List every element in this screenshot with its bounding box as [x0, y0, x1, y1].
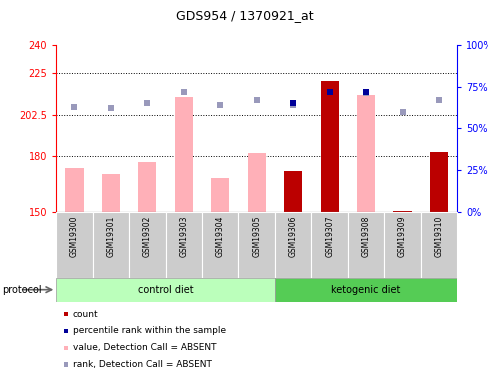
Bar: [320, 81, 338, 212]
Bar: [102, 174, 120, 212]
Text: GDS954 / 1370921_at: GDS954 / 1370921_at: [175, 9, 313, 22]
Bar: [274, 278, 456, 302]
Bar: [238, 212, 274, 278]
Text: ketogenic diet: ketogenic diet: [331, 285, 400, 295]
Bar: [138, 162, 156, 212]
Text: GSM19302: GSM19302: [142, 215, 152, 256]
Text: GSM19303: GSM19303: [179, 215, 188, 256]
Bar: [56, 278, 274, 302]
Text: GSM19308: GSM19308: [361, 215, 370, 256]
Bar: [274, 212, 311, 278]
Bar: [65, 168, 83, 212]
Text: GSM19309: GSM19309: [397, 215, 406, 256]
Text: GSM19310: GSM19310: [434, 215, 443, 256]
Text: GSM19306: GSM19306: [288, 215, 297, 256]
Text: GSM19305: GSM19305: [252, 215, 261, 256]
Bar: [202, 212, 238, 278]
Bar: [429, 152, 447, 212]
Bar: [247, 153, 265, 212]
Bar: [165, 212, 202, 278]
Text: protocol: protocol: [2, 285, 42, 295]
Bar: [129, 212, 165, 278]
Bar: [420, 212, 456, 278]
Bar: [384, 212, 420, 278]
Bar: [284, 171, 302, 212]
Text: GSM19300: GSM19300: [70, 215, 79, 256]
Bar: [311, 212, 347, 278]
Text: rank, Detection Call = ABSENT: rank, Detection Call = ABSENT: [73, 360, 211, 369]
Bar: [174, 97, 193, 212]
Text: GSM19304: GSM19304: [215, 215, 224, 256]
Text: percentile rank within the sample: percentile rank within the sample: [73, 326, 225, 335]
Text: count: count: [73, 310, 99, 319]
Bar: [211, 178, 229, 212]
Text: GSM19301: GSM19301: [106, 215, 115, 256]
Bar: [347, 212, 384, 278]
Bar: [393, 211, 411, 212]
Text: control diet: control diet: [138, 285, 193, 295]
Text: GSM19307: GSM19307: [325, 215, 333, 256]
Bar: [356, 95, 374, 212]
Bar: [56, 212, 93, 278]
Text: value, Detection Call = ABSENT: value, Detection Call = ABSENT: [73, 344, 216, 352]
Bar: [93, 212, 129, 278]
